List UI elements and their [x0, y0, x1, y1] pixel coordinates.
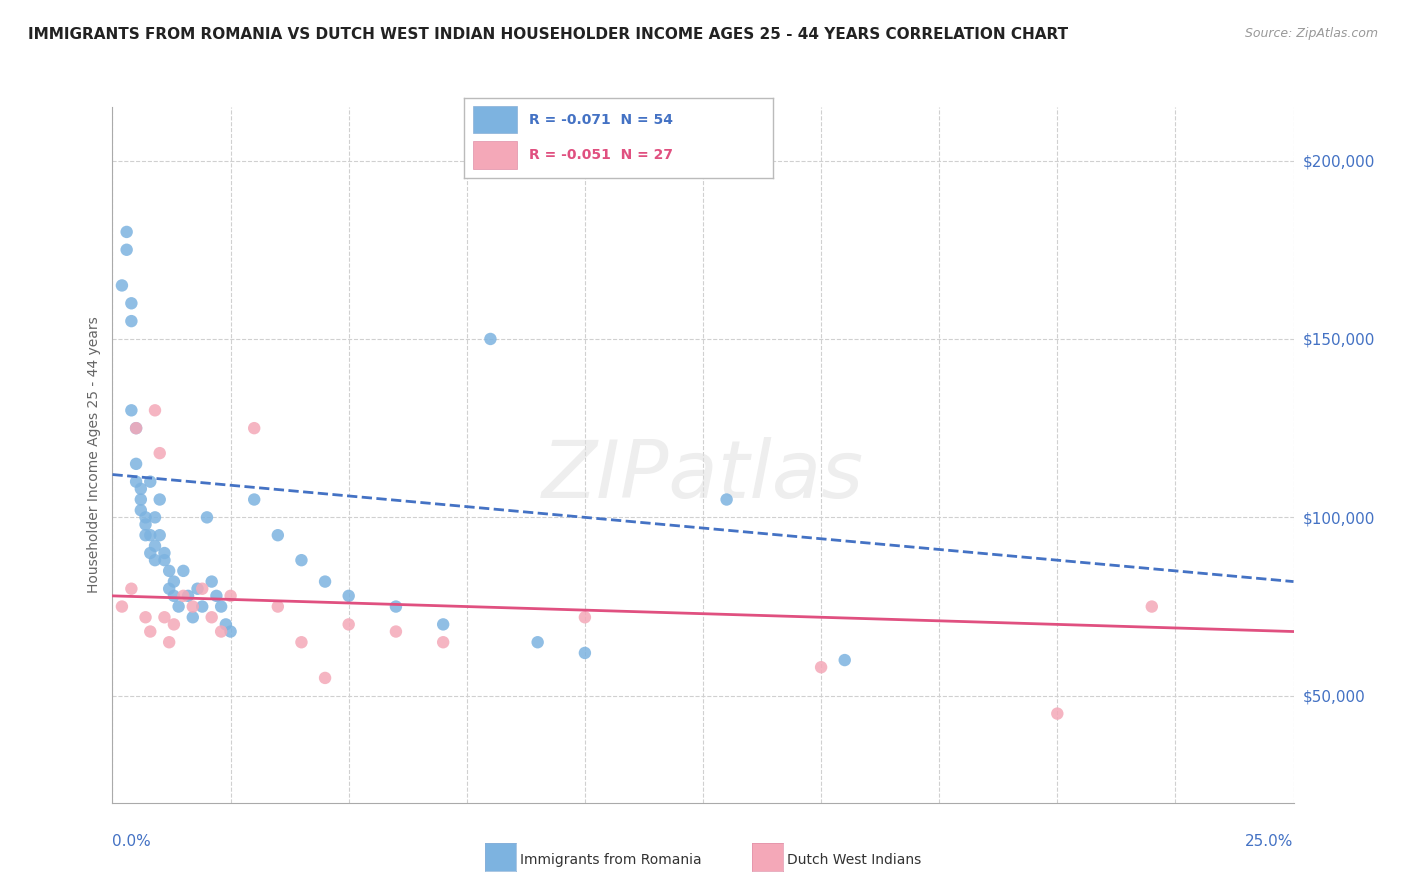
Point — [125, 457, 148, 471]
Point — [243, 421, 266, 435]
Text: Immigrants from Romania: Immigrants from Romania — [520, 853, 702, 867]
Text: R = -0.051  N = 27: R = -0.051 N = 27 — [529, 148, 673, 162]
Point — [115, 225, 138, 239]
Point — [135, 517, 157, 532]
Point — [810, 660, 832, 674]
Point — [135, 528, 157, 542]
Point — [139, 546, 162, 560]
Point — [167, 599, 190, 614]
Point — [143, 553, 166, 567]
Point — [385, 599, 408, 614]
Point — [111, 599, 134, 614]
Point — [149, 492, 172, 507]
Point — [125, 421, 148, 435]
Point — [120, 296, 142, 310]
Point — [243, 492, 266, 507]
Point — [191, 599, 214, 614]
Point — [115, 243, 138, 257]
Point — [267, 528, 290, 542]
Point — [574, 646, 596, 660]
Bar — [474, 142, 516, 169]
Point — [195, 510, 218, 524]
Point — [125, 475, 148, 489]
Point — [120, 314, 142, 328]
Point — [149, 528, 172, 542]
Text: IMMIGRANTS FROM ROMANIA VS DUTCH WEST INDIAN HOUSEHOLDER INCOME AGES 25 - 44 YEA: IMMIGRANTS FROM ROMANIA VS DUTCH WEST IN… — [28, 27, 1069, 42]
Point — [157, 564, 180, 578]
Point — [191, 582, 214, 596]
Point — [834, 653, 856, 667]
Point — [153, 610, 176, 624]
Point — [143, 539, 166, 553]
Point — [153, 553, 176, 567]
Point — [1140, 599, 1163, 614]
Point — [153, 546, 176, 560]
Point — [290, 635, 312, 649]
Text: Source: ZipAtlas.com: Source: ZipAtlas.com — [1244, 27, 1378, 40]
Point — [129, 492, 152, 507]
Point — [135, 610, 157, 624]
Point — [526, 635, 548, 649]
Y-axis label: Householder Income Ages 25 - 44 years: Householder Income Ages 25 - 44 years — [87, 317, 101, 593]
Point — [209, 599, 232, 614]
Point — [215, 617, 238, 632]
Point — [337, 589, 360, 603]
Point — [205, 589, 228, 603]
Point — [385, 624, 408, 639]
Point — [201, 610, 224, 624]
Point — [129, 503, 152, 517]
Point — [172, 564, 194, 578]
Text: 25.0%: 25.0% — [1246, 834, 1294, 849]
Text: ZIPatlas: ZIPatlas — [541, 437, 865, 515]
Bar — [474, 106, 516, 134]
Point — [120, 403, 142, 417]
Point — [186, 582, 208, 596]
Point — [267, 599, 290, 614]
Point — [337, 617, 360, 632]
Point — [163, 574, 186, 589]
Point — [432, 617, 454, 632]
Point — [129, 482, 152, 496]
Text: Dutch West Indians: Dutch West Indians — [787, 853, 921, 867]
Point — [105, 82, 128, 96]
Point — [135, 510, 157, 524]
Point — [181, 599, 204, 614]
Point — [181, 610, 204, 624]
Point — [314, 671, 336, 685]
Point — [163, 617, 186, 632]
Point — [143, 510, 166, 524]
Point — [290, 553, 312, 567]
Point — [139, 624, 162, 639]
Point — [125, 421, 148, 435]
Point — [157, 635, 180, 649]
Point — [219, 624, 242, 639]
Text: R = -0.071  N = 54: R = -0.071 N = 54 — [529, 112, 673, 127]
Point — [432, 635, 454, 649]
Point — [1046, 706, 1069, 721]
Point — [157, 582, 180, 596]
Point — [201, 574, 224, 589]
Point — [149, 446, 172, 460]
Point — [139, 475, 162, 489]
Point — [479, 332, 502, 346]
Text: 0.0%: 0.0% — [112, 834, 152, 849]
Point — [111, 278, 134, 293]
Point — [139, 528, 162, 542]
Point — [172, 589, 194, 603]
Point — [314, 574, 336, 589]
Point — [120, 582, 142, 596]
Point — [219, 589, 242, 603]
Point — [143, 403, 166, 417]
Point — [163, 589, 186, 603]
Point — [716, 492, 738, 507]
Point — [177, 589, 200, 603]
Point — [574, 610, 596, 624]
Point — [209, 624, 232, 639]
